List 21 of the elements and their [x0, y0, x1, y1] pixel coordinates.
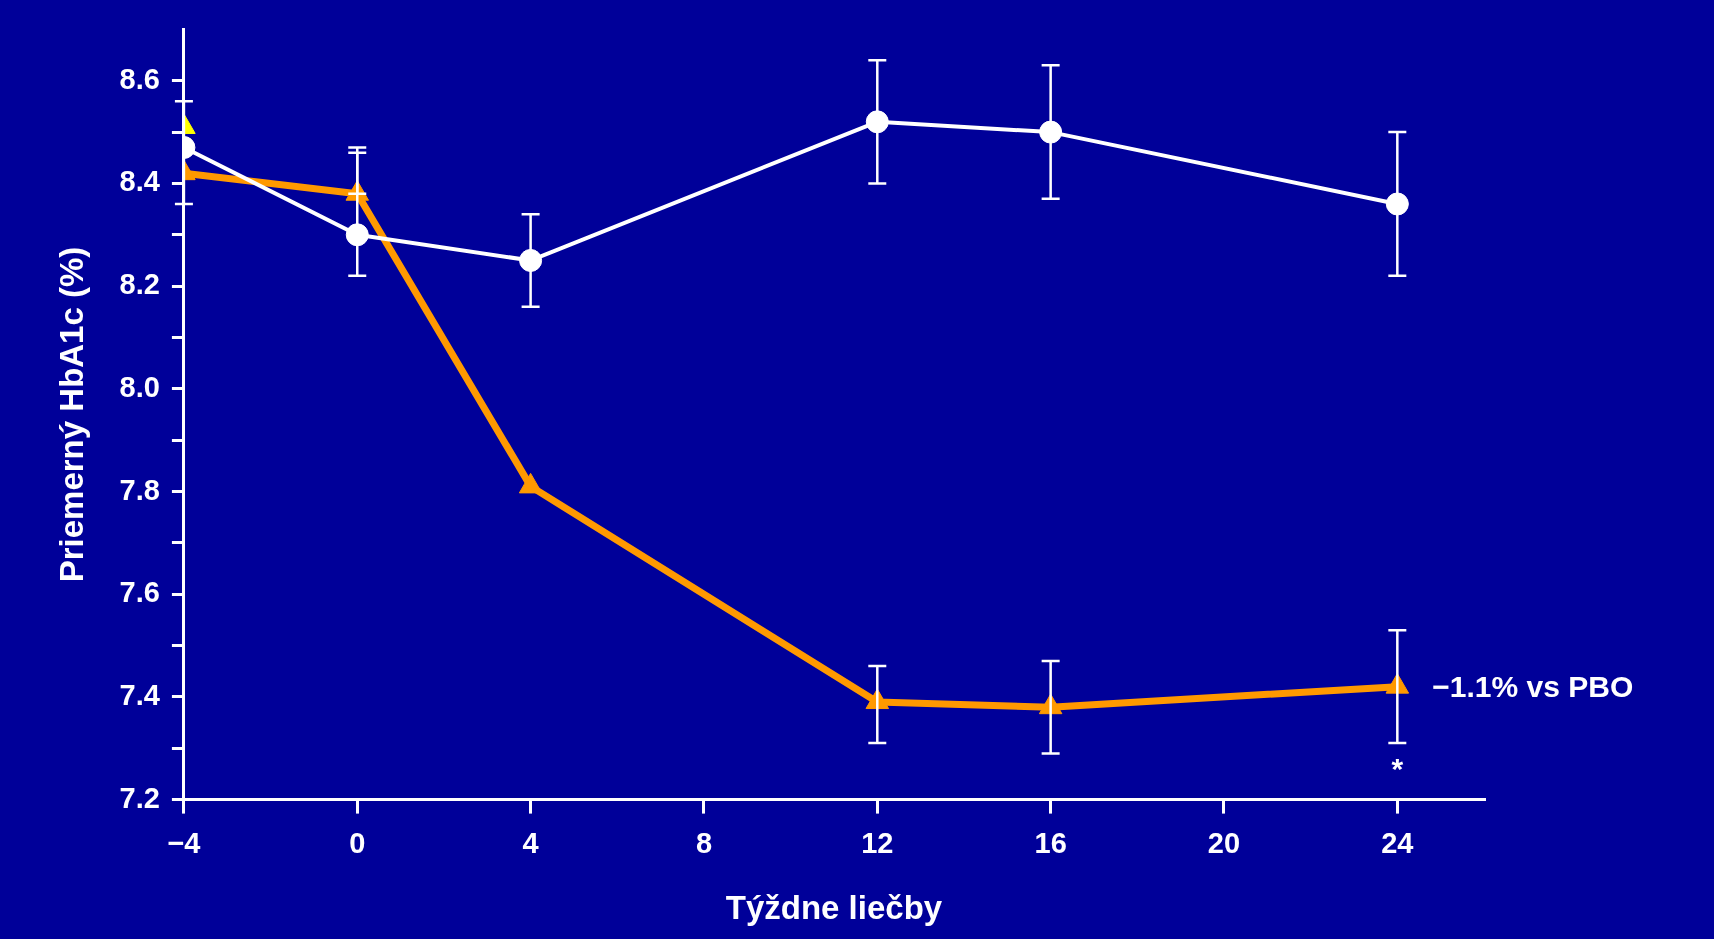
y-axis-title: Priemerný HbA1c (%) — [52, 246, 90, 583]
x-tick-label: 0 — [349, 827, 366, 859]
x-axis-title: Týždne liečby — [725, 889, 943, 927]
x-tick-label: 16 — [1034, 827, 1067, 859]
annotation: −1.1% vs PBO — [1432, 669, 1634, 703]
y-tick-label: 8.2 — [119, 268, 160, 301]
x-tick-label: 4 — [522, 827, 539, 859]
y-tick-label: 7.6 — [119, 576, 160, 609]
x-tick-label: 8 — [695, 827, 713, 859]
y-tick-label: 8.0 — [119, 370, 160, 403]
point — [518, 472, 543, 494]
y-tick-label: 7.2 — [119, 781, 160, 814]
y-tick-label: 8.6 — [119, 62, 160, 95]
x-tick-label: 12 — [861, 827, 894, 859]
annotation: * — [1391, 751, 1404, 785]
x-tick-label: −4 — [167, 827, 201, 859]
y-tick-label: 7.8 — [119, 473, 160, 506]
y-tick-label: 8.4 — [119, 165, 160, 198]
y-tick-label: 7.4 — [119, 678, 160, 711]
x-tick-label: 20 — [1207, 827, 1241, 859]
x-tick-label: 24 — [1381, 827, 1414, 859]
